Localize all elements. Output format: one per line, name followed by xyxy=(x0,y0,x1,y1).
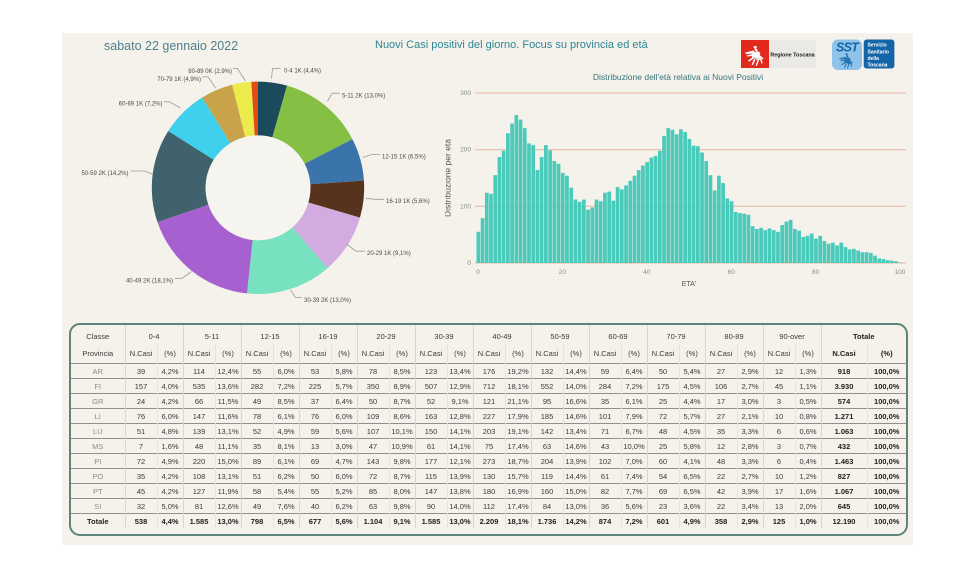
svg-text:5-11 2K (13,0%): 5-11 2K (13,0%) xyxy=(342,93,385,99)
svg-text:50-59 2K (14,2%): 50-59 2K (14,2%) xyxy=(81,171,128,177)
svg-text:40: 40 xyxy=(643,269,651,276)
svg-text:100: 100 xyxy=(460,203,471,210)
svg-text:60-69 1K (7,2%): 60-69 1K (7,2%) xyxy=(119,102,163,108)
svg-text:60: 60 xyxy=(728,269,736,276)
svg-text:Distribuzione dell'età relativ: Distribuzione dell'età relativa ai Nuovi… xyxy=(593,72,763,82)
svg-text:40-49 2K (18,1%): 40-49 2K (18,1%) xyxy=(126,278,173,284)
svg-text:Regione Toscana: Regione Toscana xyxy=(770,53,815,59)
svg-text:80: 80 xyxy=(812,269,820,276)
svg-text:SST: SST xyxy=(836,41,860,55)
svg-text:100: 100 xyxy=(895,269,906,276)
svg-text:Distribuzione per età: Distribuzione per età xyxy=(445,139,453,217)
svg-text:Servizio: Servizio xyxy=(868,43,887,49)
svg-text:300: 300 xyxy=(460,90,471,97)
svg-text:ETA': ETA' xyxy=(682,281,696,288)
svg-text:Toscana: Toscana xyxy=(868,63,888,69)
svg-text:0: 0 xyxy=(467,260,471,267)
svg-text:16-19 1K (5,6%): 16-19 1K (5,6%) xyxy=(386,199,430,205)
svg-text:della: della xyxy=(868,56,880,62)
svg-text:30-39 2K (13,0%): 30-39 2K (13,0%) xyxy=(304,298,351,304)
svg-text:Sanitario: Sanitario xyxy=(868,49,889,55)
svg-text:200: 200 xyxy=(460,147,471,154)
svg-text:20: 20 xyxy=(559,269,567,276)
svg-text:12-15 1K (6,5%): 12-15 1K (6,5%) xyxy=(382,155,426,161)
svg-text:80-89 0K (2,9%): 80-89 0K (2,9%) xyxy=(188,69,232,75)
svg-text:20-29 1K (9,1%): 20-29 1K (9,1%) xyxy=(367,251,411,257)
svg-text:70-79 1K (4,9%): 70-79 1K (4,9%) xyxy=(157,77,201,83)
svg-text:0: 0 xyxy=(476,269,480,276)
svg-text:0-4 1K (4,4%): 0-4 1K (4,4%) xyxy=(284,69,321,75)
